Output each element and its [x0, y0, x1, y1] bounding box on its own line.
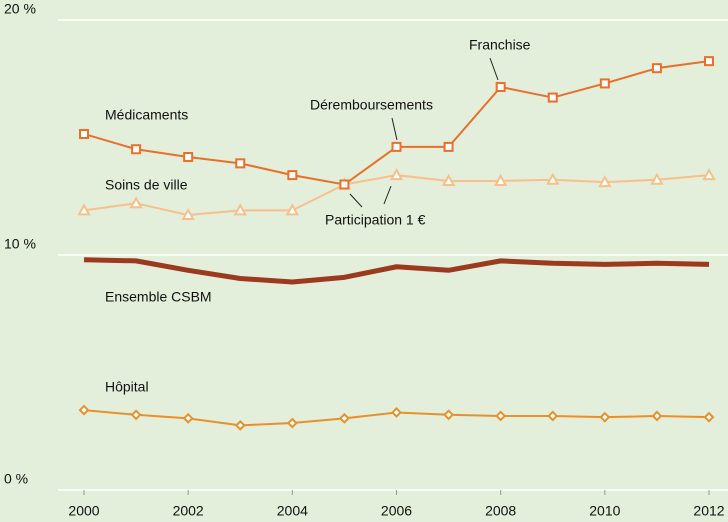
- annotation-pointer: [391, 117, 398, 141]
- marker: [599, 78, 610, 89]
- marker: [493, 173, 508, 186]
- x-tick-label: 2008: [485, 503, 516, 519]
- x-tick-label: 2010: [589, 503, 620, 519]
- y-tick-label: 0 %: [4, 471, 28, 487]
- annotation-pointer: [489, 57, 499, 81]
- x-tick-label: 2002: [173, 503, 204, 519]
- marker: [547, 92, 558, 103]
- marker: [129, 196, 143, 209]
- marker: [650, 172, 664, 185]
- marker: [703, 411, 715, 423]
- marker: [547, 410, 559, 422]
- marker: [339, 179, 350, 190]
- marker: [235, 158, 246, 169]
- annotation: Déremboursements: [310, 97, 433, 113]
- y-tick-label: 20 %: [4, 1, 36, 17]
- marker: [443, 141, 454, 152]
- x-tick-label: 2006: [381, 503, 412, 519]
- marker: [130, 409, 142, 421]
- series-label: Ensemble CSBM: [105, 289, 212, 305]
- marker: [441, 173, 456, 186]
- annotation: Franchise: [469, 37, 531, 53]
- annotation-pointer: [383, 185, 392, 205]
- marker: [181, 207, 195, 221]
- marker: [78, 404, 90, 416]
- series-line: [83, 257, 710, 285]
- marker: [131, 144, 142, 155]
- marker: [391, 407, 402, 418]
- annotation-pointer: [349, 193, 363, 208]
- marker: [233, 203, 247, 216]
- marker: [598, 175, 612, 188]
- series-line: [83, 60, 710, 186]
- x-tick-label: 2000: [68, 503, 99, 519]
- marker: [443, 409, 454, 421]
- x-tick-label: 2012: [693, 503, 724, 519]
- marker: [234, 419, 246, 431]
- marker: [77, 203, 91, 216]
- marker: [182, 412, 194, 424]
- marker: [391, 141, 402, 152]
- series-label: Hôpital: [105, 379, 149, 395]
- marker: [599, 411, 611, 423]
- series-label: Médicaments: [105, 107, 188, 123]
- marker: [183, 152, 194, 163]
- marker: [651, 410, 663, 422]
- marker: [286, 417, 298, 429]
- annotation: Participation 1 €: [325, 212, 426, 228]
- marker: [287, 170, 298, 181]
- marker: [339, 412, 350, 424]
- marker: [495, 410, 507, 422]
- marker: [389, 168, 404, 181]
- marker: [79, 128, 89, 139]
- y-tick-label: 10 %: [4, 236, 36, 252]
- marker: [495, 81, 506, 92]
- marker: [651, 63, 662, 74]
- series-label: Soins de ville: [105, 177, 188, 193]
- x-tick-label: 2004: [277, 503, 308, 519]
- marker: [546, 172, 560, 185]
- marker: [702, 168, 716, 181]
- marker: [704, 56, 714, 67]
- marker: [285, 203, 300, 216]
